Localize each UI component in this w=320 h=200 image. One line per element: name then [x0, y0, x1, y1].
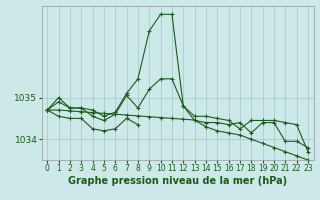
- X-axis label: Graphe pression niveau de la mer (hPa): Graphe pression niveau de la mer (hPa): [68, 176, 287, 186]
